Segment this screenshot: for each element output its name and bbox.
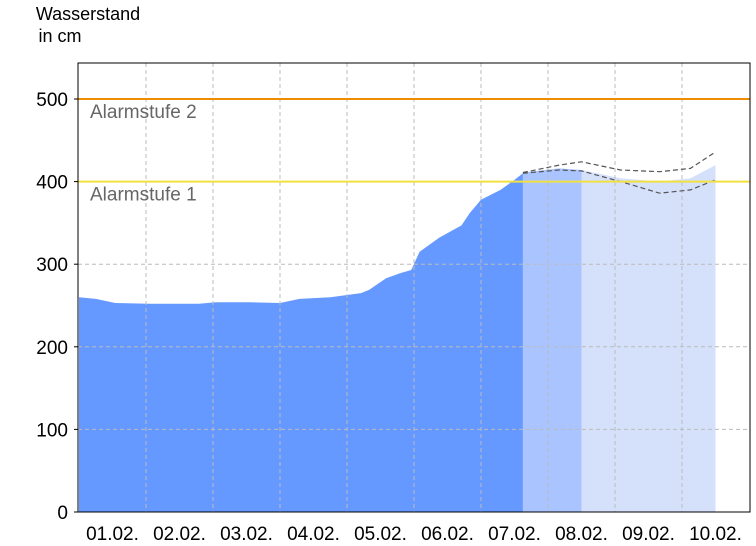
x-tick-label: 03.02.	[220, 524, 273, 545]
y-tick-label: 0	[57, 503, 68, 524]
x-tick-label: 10.02.	[689, 524, 742, 545]
y-axis-title-line1: Wasserstand	[36, 4, 140, 24]
threshold-label: Alarmstufe 1	[90, 185, 197, 206]
x-tick-label: 04.02.	[287, 524, 340, 545]
plot: Alarmstufe 1 Alarmstufe 2 0 100 200 300 400 500…	[36, 62, 751, 545]
measured-area	[79, 173, 523, 513]
y-tick-label: 400	[36, 173, 68, 194]
x-tick-label: 07.02.	[488, 524, 541, 545]
x-tick-label: 08.02.	[555, 524, 608, 545]
x-tick-label: 05.02.	[354, 524, 407, 545]
plot-frame	[77, 62, 751, 513]
y-tick-label: 200	[36, 338, 68, 359]
x-tick-label: 01.02.	[86, 524, 139, 545]
x-tick-label: 06.02.	[421, 524, 474, 545]
y-tick-label: 100	[36, 420, 68, 441]
y-tick-label: 500	[36, 90, 68, 111]
forecast-near-area	[522, 168, 582, 512]
x-tick-label: 09.02.	[622, 524, 675, 545]
y-axis-title-line2: in cm	[38, 26, 81, 46]
y-tick-label: 300	[36, 255, 68, 276]
forecast-upper-bound	[522, 151, 716, 174]
x-tick-label: 02.02.	[153, 524, 206, 545]
threshold-label: Alarmstufe 2	[90, 102, 197, 123]
